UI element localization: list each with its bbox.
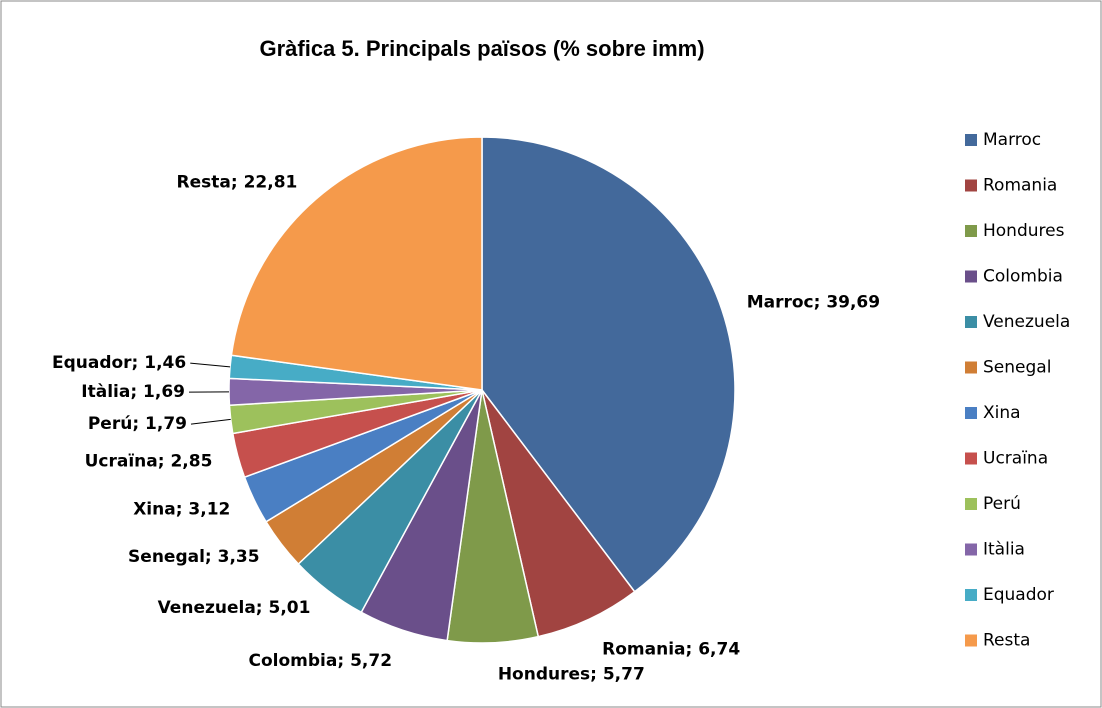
legend-label: Xina bbox=[983, 403, 1021, 423]
legend-swatch bbox=[965, 452, 977, 465]
data-label: Itàlia; 1,69 bbox=[81, 382, 185, 402]
legend-label: Itàlia bbox=[983, 540, 1025, 560]
data-label: Equador; 1,46 bbox=[52, 353, 186, 373]
legend-label: Senegal bbox=[983, 358, 1051, 378]
legend-swatch bbox=[965, 498, 977, 510]
leader-line bbox=[190, 418, 231, 425]
legend-label: Colombia bbox=[983, 267, 1063, 287]
legend-label: Romania bbox=[983, 176, 1057, 196]
legend-label: Venezuela bbox=[983, 312, 1070, 332]
legend-swatch bbox=[965, 179, 977, 192]
pie-slice bbox=[481, 136, 736, 593]
data-label: Xina; 3,12 bbox=[133, 500, 230, 520]
legend-swatch bbox=[965, 134, 977, 146]
legend-swatch bbox=[965, 270, 977, 283]
data-label: Perú; 1,79 bbox=[88, 414, 187, 434]
legend-label: Perú bbox=[983, 494, 1021, 514]
pie-slice bbox=[481, 389, 636, 638]
data-label: Ucraïna; 2,85 bbox=[85, 451, 213, 471]
legend-swatch bbox=[965, 361, 977, 374]
legend-label: Equador bbox=[983, 585, 1054, 605]
data-label: Romania; 6,74 bbox=[602, 639, 740, 659]
chart-title: Gràfica 5. Principals països (% sobre im… bbox=[259, 36, 704, 61]
pie-slice bbox=[230, 136, 483, 391]
data-label: Colombia; 5,72 bbox=[249, 651, 393, 671]
legend-swatch bbox=[965, 634, 977, 647]
leader-line bbox=[190, 362, 231, 368]
data-label: Marroc; 39,69 bbox=[747, 292, 880, 312]
data-label: Senegal; 3,35 bbox=[128, 547, 260, 567]
legend-swatch bbox=[965, 225, 977, 237]
legend-swatch bbox=[965, 589, 977, 601]
data-label: Hondures; 5,77 bbox=[498, 665, 645, 685]
legend-label: Marroc bbox=[983, 130, 1041, 150]
legend-label: Ucraïna bbox=[983, 449, 1048, 469]
data-label: Resta; 22,81 bbox=[177, 173, 298, 193]
data-label: Venezuela; 5,01 bbox=[158, 598, 311, 618]
legend-label: Resta bbox=[983, 631, 1030, 651]
legend-swatch bbox=[965, 543, 977, 556]
legend-label: Hondures bbox=[983, 221, 1065, 241]
legend-swatch bbox=[965, 316, 977, 328]
legend-swatch bbox=[965, 407, 977, 419]
